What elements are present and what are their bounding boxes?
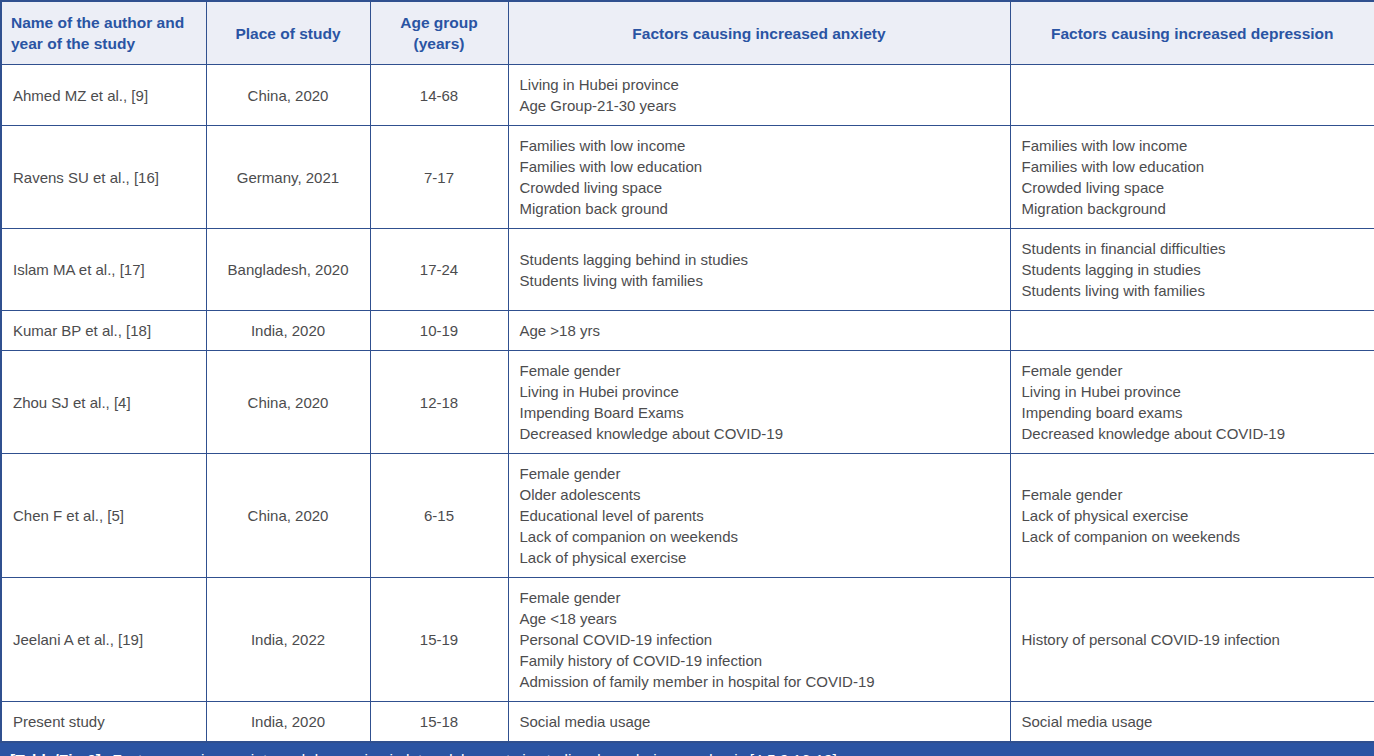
col-header-author: Name of the author and year of the study <box>1 1 206 65</box>
age-cell: 12-18 <box>370 351 508 454</box>
depression-factors-cell: Female gender Living in Hubei province I… <box>1010 351 1374 454</box>
place-cell: China, 2020 <box>206 351 370 454</box>
table-row: Islam MA et al., [17] Bangladesh, 2020 1… <box>1 229 1374 311</box>
author-cell: Ahmed MZ et al., [9] <box>1 65 206 126</box>
table-caption: [Table/Fig-9]: Factors causing anxiety a… <box>0 743 1374 756</box>
age-cell: 10-19 <box>370 311 508 351</box>
place-cell: Bangladesh, 2020 <box>206 229 370 311</box>
table-row: Jeelani A et al., [19] India, 2022 15-19… <box>1 578 1374 702</box>
table-row: Present study India, 2020 15-18 Social m… <box>1 702 1374 743</box>
table-row: Chen F et al., [5] China, 2020 6-15 Fema… <box>1 454 1374 578</box>
table-row: Ahmed MZ et al., [9] China, 2020 14-68 L… <box>1 65 1374 126</box>
depression-factors-cell: History of personal COVID-19 infection <box>1010 578 1374 702</box>
place-cell: India, 2022 <box>206 578 370 702</box>
depression-factors-cell: Students in financial difficulties Stude… <box>1010 229 1374 311</box>
anxiety-factors-cell: Age >18 yrs <box>508 311 1010 351</box>
anxiety-factors-cell: Living in Hubei province Age Group-21-30… <box>508 65 1010 126</box>
author-cell: Zhou SJ et al., [4] <box>1 351 206 454</box>
table-header: Name of the author and year of the study… <box>1 1 1374 65</box>
place-cell: Germany, 2021 <box>206 126 370 229</box>
studies-table: Name of the author and year of the study… <box>0 0 1374 743</box>
col-header-age-group: Age group (years) <box>370 1 508 65</box>
place-cell: India, 2020 <box>206 311 370 351</box>
anxiety-factors-cell: Female gender Living in Hubei province I… <box>508 351 1010 454</box>
age-cell: 14-68 <box>370 65 508 126</box>
author-cell: Kumar BP et al., [18] <box>1 311 206 351</box>
anxiety-factors-cell: Female gender Older adolescents Educatio… <box>508 454 1010 578</box>
age-cell: 7-17 <box>370 126 508 229</box>
author-cell: Chen F et al., [5] <box>1 454 206 578</box>
place-cell: China, 2020 <box>206 454 370 578</box>
place-cell: India, 2020 <box>206 702 370 743</box>
anxiety-factors-cell: Families with low income Families with l… <box>508 126 1010 229</box>
author-cell: Ravens SU et al., [16] <box>1 126 206 229</box>
col-header-place: Place of study <box>206 1 370 65</box>
age-cell: 15-19 <box>370 578 508 702</box>
table-row: Kumar BP et al., [18] India, 2020 10-19 … <box>1 311 1374 351</box>
table-body: Ahmed MZ et al., [9] China, 2020 14-68 L… <box>1 65 1374 743</box>
caption-text: Factors causing anxiety and depression i… <box>112 750 841 756</box>
place-cell: China, 2020 <box>206 65 370 126</box>
author-cell: Present study <box>1 702 206 743</box>
depression-factors-cell: Social media usage <box>1010 702 1374 743</box>
depression-factors-cell <box>1010 311 1374 351</box>
col-header-depression-factors: Factors causing increased depression <box>1010 1 1374 65</box>
table-figure: Name of the author and year of the study… <box>0 0 1374 756</box>
depression-factors-cell: Families with low income Families with l… <box>1010 126 1374 229</box>
age-cell: 6-15 <box>370 454 508 578</box>
anxiety-factors-cell: Female gender Age <18 years Personal COV… <box>508 578 1010 702</box>
header-row: Name of the author and year of the study… <box>1 1 1374 65</box>
age-cell: 15-18 <box>370 702 508 743</box>
col-header-anxiety-factors: Factors causing increased anxiety <box>508 1 1010 65</box>
table-row: Ravens SU et al., [16] Germany, 2021 7-1… <box>1 126 1374 229</box>
depression-factors-cell <box>1010 65 1374 126</box>
anxiety-factors-cell: Social media usage <box>508 702 1010 743</box>
age-cell: 17-24 <box>370 229 508 311</box>
author-cell: Jeelani A et al., [19] <box>1 578 206 702</box>
anxiety-factors-cell: Students lagging behind in studies Stude… <box>508 229 1010 311</box>
table-row: Zhou SJ et al., [4] China, 2020 12-18 Fe… <box>1 351 1374 454</box>
caption-figure-label: [Table/Fig-9]: <box>10 750 106 756</box>
depression-factors-cell: Female gender Lack of physical exercise … <box>1010 454 1374 578</box>
author-cell: Islam MA et al., [17] <box>1 229 206 311</box>
